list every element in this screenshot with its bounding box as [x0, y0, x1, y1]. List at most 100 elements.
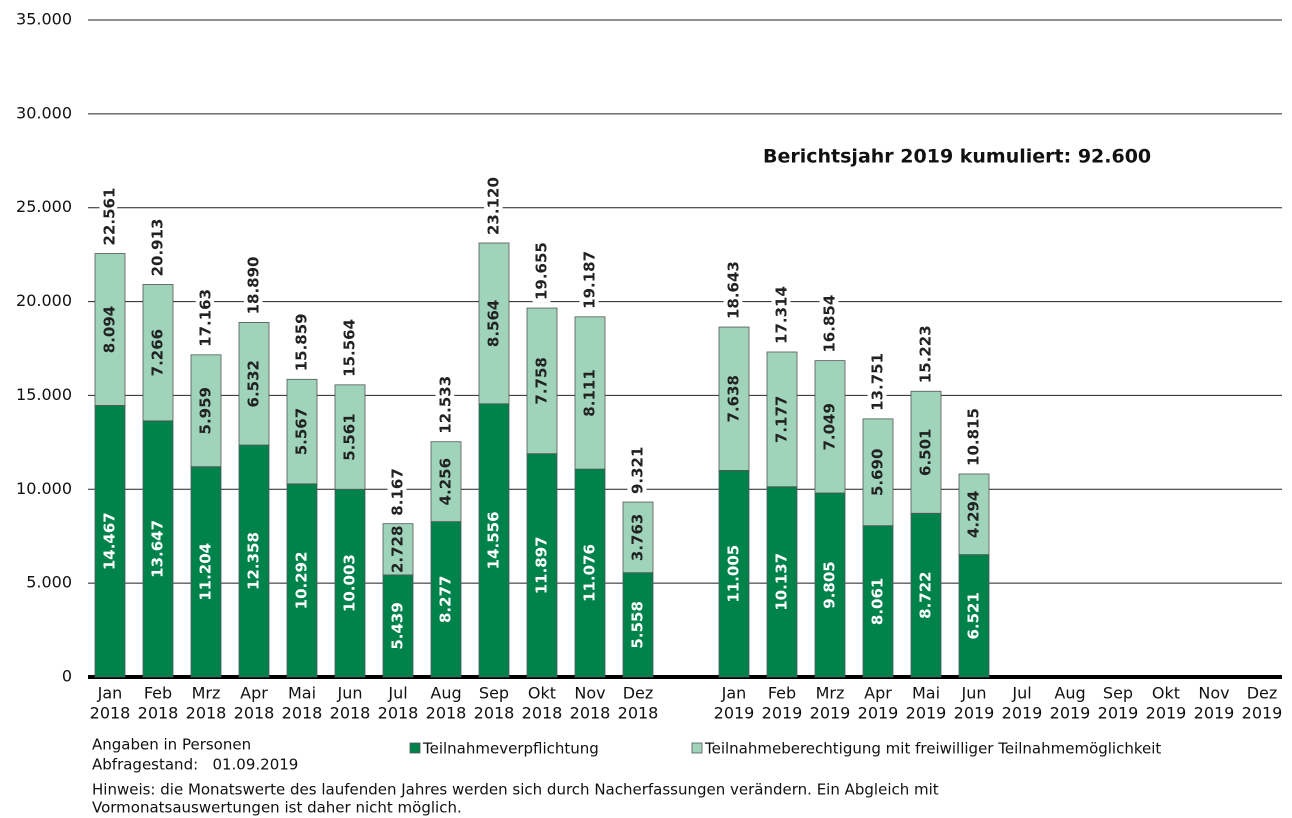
bar-segment [238, 322, 270, 446]
value-label: 8.277 [437, 576, 455, 623]
x-tick-label: 2019 [1194, 704, 1235, 723]
bar-segment [94, 405, 126, 678]
x-tick-label: Mai [288, 684, 316, 703]
bar-segment [862, 418, 894, 527]
total-label: 12.533 [437, 376, 455, 434]
value-label: 6.501 [917, 429, 935, 476]
bar-segment [526, 307, 558, 455]
value-label: 9.805 [821, 561, 839, 608]
date-note: Abfragestand: 01.09.2019 [92, 756, 298, 774]
note: Vormonatsauswertungen ist daher nicht mö… [92, 799, 462, 817]
value-label: 6.532 [245, 360, 263, 407]
x-tick-label: 2019 [1146, 704, 1187, 723]
value-label: 5.439 [389, 602, 407, 649]
x-tick-label: Mrz [192, 684, 221, 703]
value-label: 5.561 [341, 413, 359, 460]
value-label: 14.556 [485, 511, 503, 569]
legend-swatch [409, 742, 421, 754]
x-tick-label: Sep [1103, 684, 1133, 703]
bar-segment [190, 354, 222, 468]
bar-segment [142, 420, 174, 678]
x-tick-label: 2019 [906, 704, 947, 723]
x-tick-label: 2018 [378, 704, 419, 723]
y-tick-label: 0 [62, 667, 72, 686]
value-label: 10.292 [293, 551, 311, 609]
x-tick-label: 2018 [522, 704, 563, 723]
total-label: 23.120 [485, 177, 503, 235]
x-tick-label: Jan [721, 684, 747, 703]
value-label: 11.005 [725, 545, 743, 603]
x-tick-label: 2019 [954, 704, 995, 723]
value-label: 6.521 [965, 592, 983, 639]
value-label: 12.358 [245, 532, 263, 590]
value-label: 10.137 [773, 553, 791, 611]
x-tick-label: Mai [912, 684, 940, 703]
y-tick-label: 10.000 [16, 479, 72, 498]
x-tick-label: Nov [574, 684, 605, 703]
bar-segment [958, 554, 990, 678]
x-tick-label: Apr [864, 684, 892, 703]
value-label: 13.647 [149, 520, 167, 578]
x-tick-label: 2018 [426, 704, 467, 723]
value-label: 5.959 [197, 387, 215, 434]
bar-segment [622, 501, 654, 574]
bar-segment [286, 378, 318, 485]
total-label: 15.564 [341, 319, 359, 377]
total-label: 15.223 [917, 325, 935, 383]
bar-segment [478, 242, 510, 405]
total-label: 8.167 [389, 468, 407, 515]
total-label: 17.163 [197, 289, 215, 347]
x-tick-label: 2019 [714, 704, 755, 723]
y-tick-label: 30.000 [16, 103, 72, 122]
y-tick-label: 35.000 [16, 10, 72, 29]
x-tick-label: 2018 [330, 704, 371, 723]
value-label: 8.094 [101, 306, 119, 353]
x-tick-label: Apr [240, 684, 268, 703]
value-label: 8.564 [485, 300, 503, 347]
bar-segment [718, 326, 750, 471]
y-tick-label: 25.000 [16, 197, 72, 216]
x-tick-label: Jul [387, 684, 407, 703]
x-tick-label: 2018 [234, 704, 275, 723]
x-tick-label: Feb [144, 684, 172, 703]
x-tick-label: Jul [1011, 684, 1031, 703]
x-tick-label: 2019 [1242, 704, 1283, 723]
bar-segment [334, 384, 366, 490]
total-label: 22.561 [101, 188, 119, 246]
total-label: 15.859 [293, 313, 311, 371]
bar-segment [766, 486, 798, 678]
value-label: 3.763 [629, 514, 647, 561]
x-tick-label: Dez [623, 684, 654, 703]
y-tick-label: 5.000 [26, 573, 72, 592]
value-label: 7.049 [821, 403, 839, 450]
x-tick-label: 2018 [474, 704, 515, 723]
bar-segment [814, 360, 846, 494]
value-label: 7.638 [725, 375, 743, 422]
bar-segment [94, 253, 126, 406]
x-tick-label: 2018 [618, 704, 659, 723]
bar-segment [430, 441, 462, 523]
legend-label: Teilnahmeberechtigung mit freiwilliger T… [704, 740, 1161, 758]
x-tick-label: Jan [97, 684, 123, 703]
value-label: 10.003 [341, 554, 359, 612]
x-tick-label: 2019 [1050, 704, 1091, 723]
value-label: 11.076 [581, 544, 599, 602]
x-tick-label: Aug [430, 684, 461, 703]
value-label: 11.204 [197, 543, 215, 601]
bar-segment [382, 574, 414, 678]
bar-segment [478, 403, 510, 678]
total-label: 16.854 [821, 295, 839, 353]
total-label: 19.187 [581, 251, 599, 309]
bar-segment [958, 473, 990, 555]
value-label: 4.256 [437, 458, 455, 505]
x-tick-label: 2019 [1002, 704, 1043, 723]
total-label: 20.913 [149, 219, 167, 277]
bar-segment [286, 483, 318, 678]
bar-segment [526, 453, 558, 678]
x-tick-label: Jun [961, 684, 987, 703]
total-label: 13.751 [869, 353, 887, 411]
total-label: 10.815 [965, 408, 983, 466]
legend-swatch [691, 742, 703, 754]
x-tick-label: Mrz [816, 684, 845, 703]
